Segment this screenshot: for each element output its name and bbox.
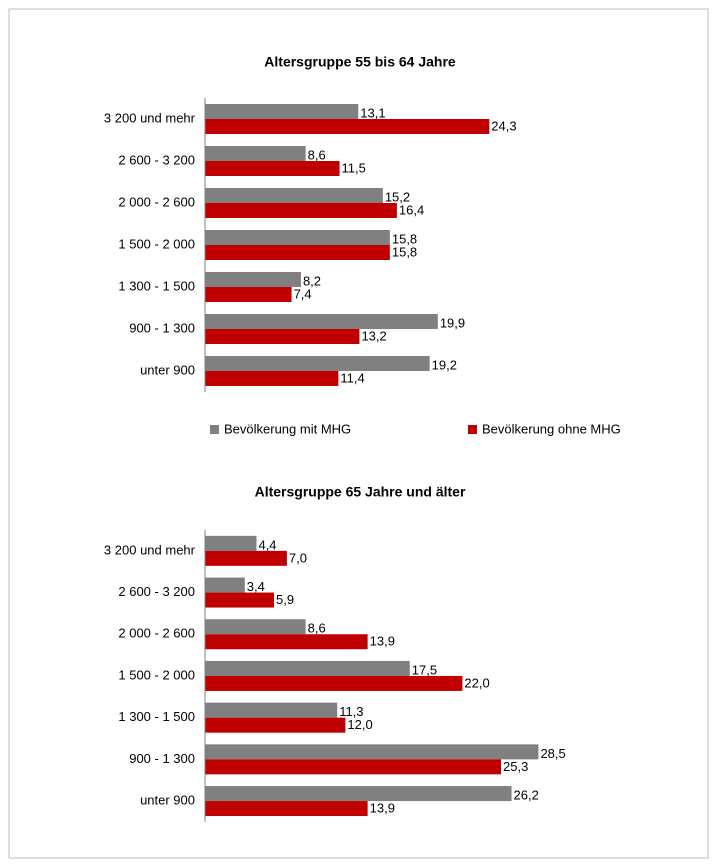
data-label: 13,1 (360, 105, 385, 120)
data-label: 26,2 (514, 787, 539, 802)
bar (205, 535, 257, 551)
bar (205, 146, 306, 161)
data-label: 19,2 (432, 357, 457, 372)
bar (205, 702, 338, 718)
legend-swatch (468, 425, 477, 434)
bar (205, 550, 287, 566)
bar (205, 104, 359, 119)
bar (205, 188, 383, 203)
bar (205, 759, 502, 775)
bar (205, 329, 360, 344)
bar (205, 272, 301, 287)
bar (205, 245, 390, 260)
data-label: 15,2 (385, 189, 410, 204)
bar (205, 592, 275, 608)
y-tick-label: 1 300 - 1 500 (118, 709, 195, 724)
data-label: 7,0 (289, 550, 307, 565)
legend-swatch (210, 425, 219, 434)
bar (205, 619, 306, 635)
bar (205, 230, 390, 245)
data-label: 19,9 (440, 315, 465, 330)
data-label: 11,4 (340, 370, 364, 385)
bar (205, 786, 512, 802)
data-label: 3,4 (247, 579, 265, 594)
y-tick-label: 900 - 1 300 (129, 320, 195, 335)
y-tick-label: 2 000 - 2 600 (118, 626, 195, 641)
y-tick-label: 1 500 - 2 000 (118, 667, 195, 682)
bar (205, 287, 292, 302)
data-label: 12,0 (347, 717, 372, 732)
bar (205, 801, 368, 817)
y-tick-label: 2 600 - 3 200 (118, 152, 195, 167)
y-tick-label: 3 200 und mehr (104, 542, 196, 557)
data-label: 15,8 (392, 244, 417, 259)
data-label: 8,2 (303, 273, 321, 288)
data-label: 4,4 (258, 537, 276, 552)
data-label: 17,5 (412, 662, 437, 677)
data-label: 28,5 (540, 746, 565, 761)
data-label: 8,6 (308, 621, 326, 636)
bar (205, 660, 410, 676)
data-label: 25,3 (503, 759, 528, 774)
chart-title: Altersgruppe 55 bis 64 Jahre (264, 54, 456, 70)
y-tick-label: 2 000 - 2 600 (118, 194, 195, 209)
data-label: 16,4 (399, 202, 424, 217)
data-label: 24,3 (491, 118, 516, 133)
bar (205, 356, 430, 371)
data-label: 22,0 (464, 675, 489, 690)
bar (205, 634, 368, 650)
data-label: 13,9 (370, 800, 395, 815)
legend-label: Bevölkerung mit MHG (224, 421, 351, 436)
bar (205, 119, 490, 134)
frame (8, 8, 709, 859)
data-label: 7,4 (294, 286, 312, 301)
bar (205, 161, 340, 176)
data-label: 11,5 (342, 160, 366, 175)
data-label: 8,6 (308, 147, 326, 162)
bar (205, 744, 539, 760)
y-tick-label: 1 500 - 2 000 (118, 236, 195, 251)
y-tick-label: 1 300 - 1 500 (118, 278, 195, 293)
bar (205, 577, 245, 593)
data-label: 13,2 (361, 328, 386, 343)
bar (205, 314, 438, 329)
data-label: 15,8 (392, 231, 417, 246)
chart-title: Altersgruppe 65 Jahre und älter (255, 484, 466, 500)
bar (205, 203, 397, 218)
data-label: 11,3 (339, 704, 363, 719)
bar (205, 675, 463, 691)
y-tick-label: 2 600 - 3 200 (118, 584, 195, 599)
y-tick-label: unter 900 (140, 792, 195, 807)
data-label: 13,9 (370, 634, 395, 649)
y-tick-label: unter 900 (140, 362, 195, 377)
legend-label: Bevölkerung ohne MHG (482, 421, 621, 436)
data-label: 5,9 (276, 592, 294, 607)
bar (205, 371, 339, 386)
y-tick-label: 3 200 und mehr (104, 110, 196, 125)
bar (205, 717, 346, 733)
y-tick-label: 900 - 1 300 (129, 751, 195, 766)
